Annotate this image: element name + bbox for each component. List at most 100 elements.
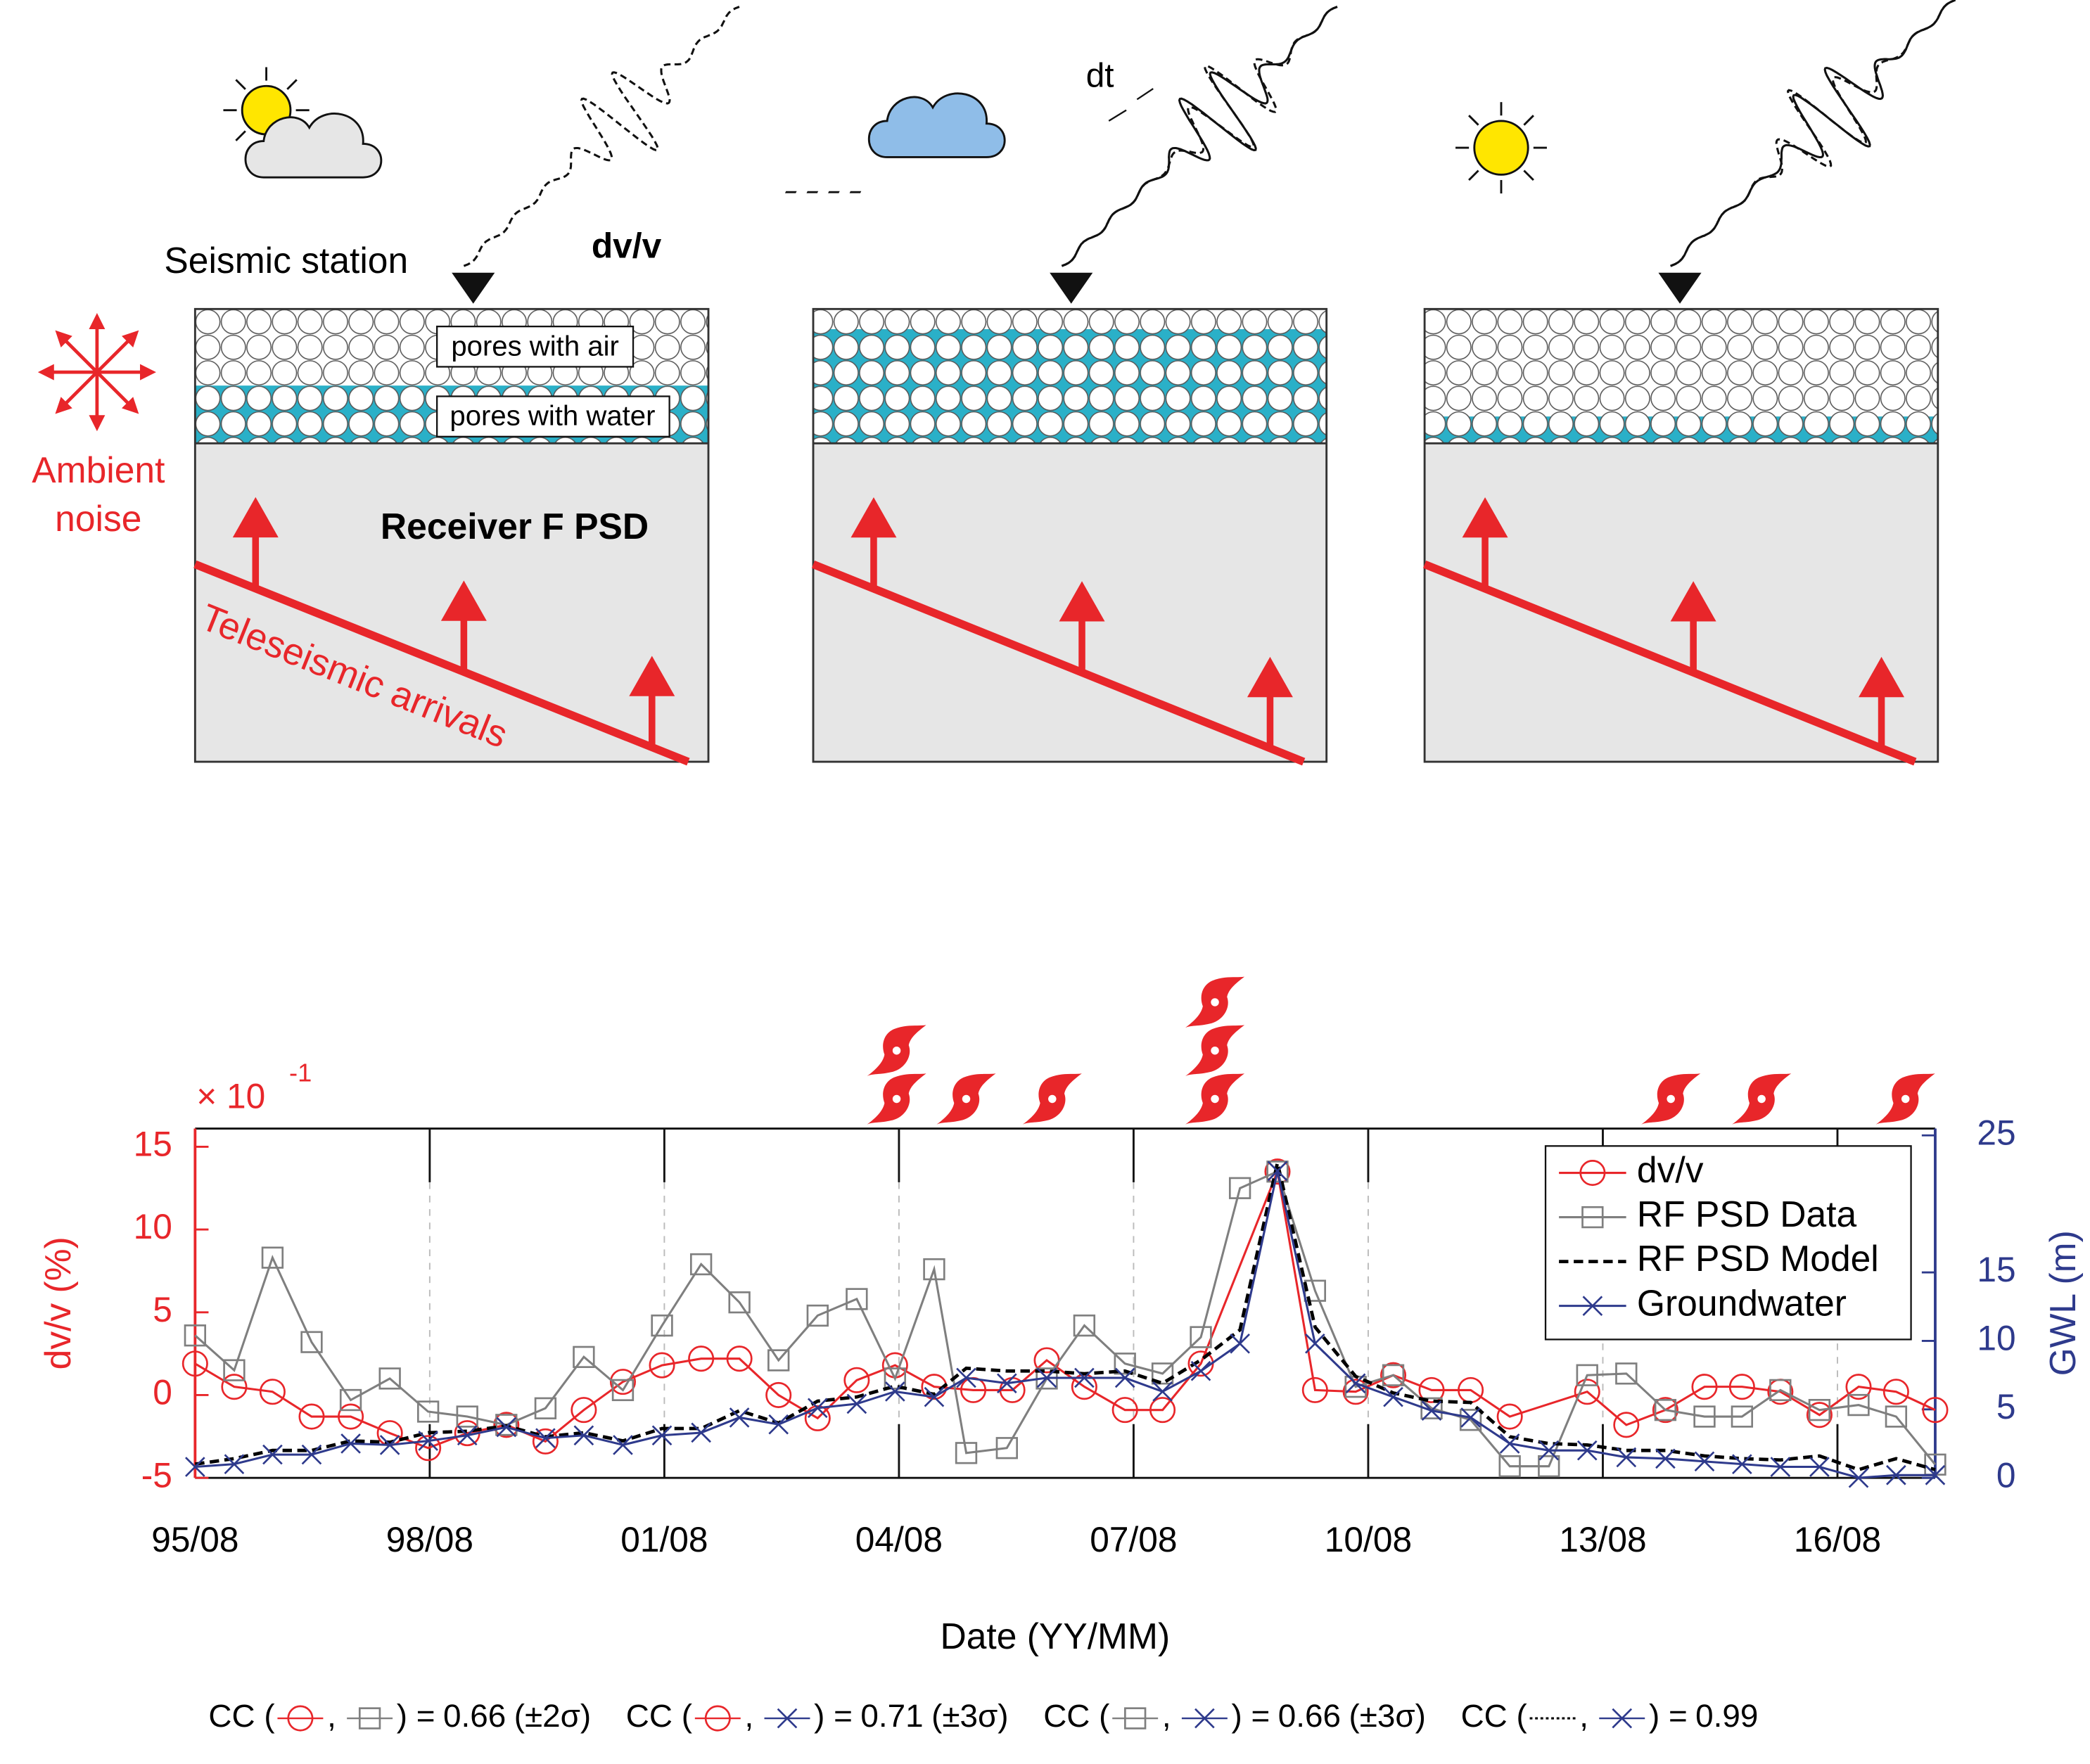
marker bbox=[765, 1381, 792, 1408]
panel-frame bbox=[1423, 307, 1939, 763]
marker bbox=[1228, 1177, 1251, 1199]
cc-comma: , bbox=[1579, 1698, 1588, 1734]
marker bbox=[1582, 1296, 1603, 1316]
marker bbox=[573, 1346, 595, 1368]
marker bbox=[704, 1705, 731, 1732]
marker bbox=[688, 1346, 715, 1372]
typhoon-eye bbox=[1757, 1094, 1766, 1104]
y2-tick-label: 5 bbox=[1996, 1387, 2016, 1426]
noise-label: Ambient bbox=[32, 449, 165, 490]
teleseismic-front bbox=[811, 560, 1306, 766]
y2-tick-label: 0 bbox=[1996, 1455, 2016, 1495]
marker bbox=[1612, 1708, 1633, 1729]
label-box bbox=[436, 395, 670, 437]
marker bbox=[611, 1379, 635, 1402]
marker bbox=[609, 1369, 636, 1395]
marker bbox=[1496, 1403, 1523, 1430]
cc-value: 0.66 bbox=[443, 1698, 506, 1734]
marker bbox=[1574, 1379, 1600, 1405]
cc-note: (±2σ) bbox=[514, 1698, 591, 1734]
noise-ray bbox=[59, 335, 98, 373]
marker bbox=[1305, 1333, 1325, 1354]
ray-arrow-head bbox=[232, 497, 279, 538]
marker bbox=[287, 1705, 314, 1732]
station-marker bbox=[1050, 272, 1093, 304]
dt-label: dt bbox=[1086, 57, 1114, 94]
noise-label: noise bbox=[55, 498, 141, 539]
noise-ray-head bbox=[55, 330, 72, 347]
label-box bbox=[436, 326, 635, 368]
ray-arrow-head bbox=[1059, 581, 1105, 622]
noise-ray-head bbox=[89, 313, 106, 329]
seismic-wave bbox=[1061, 6, 1338, 267]
ray-arrow-head bbox=[1859, 656, 1905, 698]
marker bbox=[300, 1331, 323, 1353]
cloud bbox=[244, 113, 383, 179]
x-tick-label: 07/08 bbox=[1090, 1520, 1177, 1559]
typhoon-eye bbox=[962, 1094, 971, 1104]
sun-ray bbox=[235, 130, 246, 141]
cc-prefix: CC ( bbox=[626, 1698, 692, 1734]
marker bbox=[1732, 1454, 1752, 1474]
typhoon-eye bbox=[1211, 1046, 1219, 1055]
dvv-label: dv/v bbox=[592, 226, 662, 265]
cc-comma: , bbox=[1162, 1698, 1171, 1734]
marker bbox=[185, 1457, 205, 1477]
marker bbox=[1036, 1367, 1057, 1388]
marker bbox=[534, 1397, 557, 1419]
x-tick-label: 10/08 bbox=[1325, 1520, 1412, 1559]
marker bbox=[728, 1291, 751, 1314]
ray-arrow-head bbox=[440, 580, 487, 621]
marker bbox=[416, 1400, 440, 1423]
legend-label: RF PSD Model bbox=[1637, 1238, 1879, 1279]
marker bbox=[1538, 1440, 1560, 1461]
marker bbox=[729, 1407, 750, 1428]
marker bbox=[1499, 1433, 1520, 1454]
marker bbox=[1111, 1397, 1138, 1424]
marker bbox=[649, 1352, 675, 1379]
cc-note: (±3σ) bbox=[1349, 1698, 1425, 1734]
marker bbox=[1152, 1381, 1173, 1402]
seismic-wave bbox=[463, 6, 740, 267]
cc-close: ) = bbox=[814, 1698, 853, 1734]
ray-arrow-head bbox=[1247, 656, 1293, 698]
noise-ray bbox=[96, 371, 134, 410]
marker bbox=[223, 1359, 246, 1381]
marker bbox=[1654, 1398, 1677, 1421]
y-axis-title: dv/v (%) bbox=[37, 1236, 78, 1369]
marker bbox=[1230, 1333, 1250, 1354]
typhoon-eye bbox=[1211, 1094, 1219, 1104]
seismic-wave bbox=[1670, 0, 1956, 267]
marker bbox=[1190, 1326, 1212, 1348]
typhoon-eye bbox=[1901, 1094, 1910, 1104]
marker bbox=[651, 1425, 673, 1446]
marker bbox=[1925, 1464, 1946, 1485]
cc-prefix: CC ( bbox=[208, 1698, 274, 1734]
marker bbox=[1264, 1158, 1291, 1185]
marker bbox=[1693, 1405, 1716, 1428]
marker bbox=[1114, 1353, 1136, 1375]
marker bbox=[1190, 1360, 1211, 1381]
marker bbox=[262, 1444, 283, 1465]
ray-arrow-head bbox=[850, 497, 897, 538]
marker bbox=[1845, 1374, 1872, 1400]
marker bbox=[924, 1386, 945, 1407]
ray-arrow-head bbox=[1462, 497, 1508, 538]
series-line bbox=[195, 1170, 1935, 1479]
marker bbox=[1613, 1412, 1640, 1438]
marker bbox=[923, 1258, 945, 1281]
marker bbox=[1848, 1467, 1869, 1488]
marker bbox=[1124, 1707, 1147, 1730]
seismic-wave bbox=[1061, 6, 1338, 267]
cc-value: 0.66 bbox=[1278, 1698, 1341, 1734]
marker bbox=[1194, 1708, 1215, 1729]
marker bbox=[493, 1412, 520, 1438]
marker bbox=[495, 1414, 518, 1436]
typhoon-eye bbox=[1048, 1094, 1057, 1104]
marker bbox=[691, 1422, 711, 1443]
y-tick-label: -5 bbox=[141, 1455, 172, 1495]
marker bbox=[1342, 1379, 1369, 1405]
y-tick-label: 0 bbox=[153, 1373, 172, 1412]
marker bbox=[181, 1350, 208, 1377]
